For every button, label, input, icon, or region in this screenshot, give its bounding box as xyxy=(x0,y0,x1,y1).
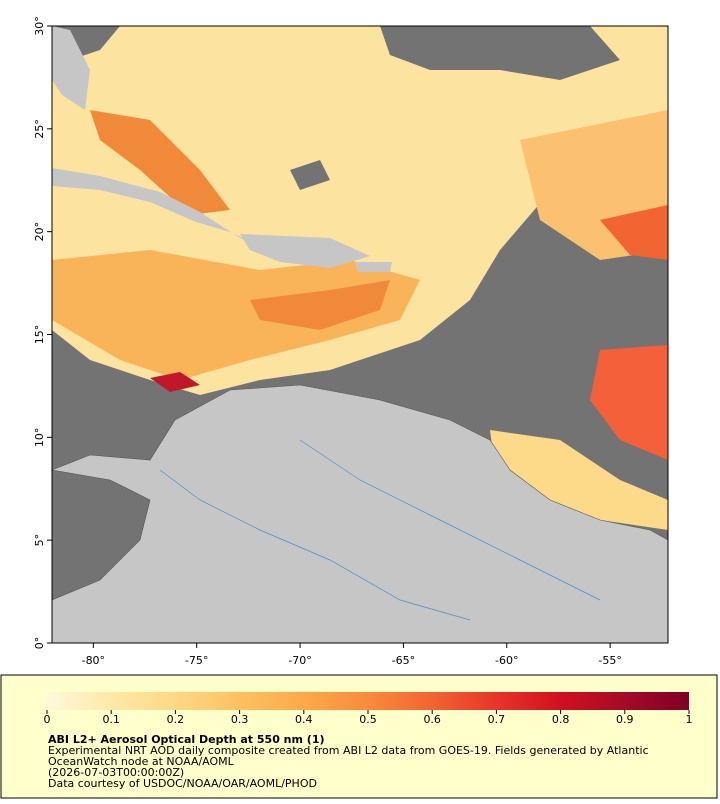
y-tick-label: 20° xyxy=(33,222,46,242)
colorbar-tick-label: 1 xyxy=(686,713,693,726)
river xyxy=(299,439,601,601)
aerosol-area xyxy=(150,372,200,392)
colorbar-tick-label: 0.1 xyxy=(102,713,120,726)
colorbar-tick-label: 0.3 xyxy=(231,713,249,726)
legend-line: Data courtesy of USDOC/NOAA/OAR/AOML/PHO… xyxy=(48,777,317,790)
land xyxy=(52,168,255,244)
colorbar-tick-label: 0 xyxy=(44,713,51,726)
y-tick-label: 0° xyxy=(33,637,46,650)
colorbar-tick-label: 0.6 xyxy=(423,713,441,726)
cloud-area xyxy=(380,26,620,80)
aerosol-area xyxy=(52,250,420,380)
legend-line: (2026-07-03T00:00:00Z) xyxy=(48,766,184,779)
land xyxy=(52,26,90,110)
colorbar-tick-label: 0.2 xyxy=(167,713,185,726)
land xyxy=(50,384,669,644)
legend-line: OceanWatch node at NOAA/AOML xyxy=(48,755,235,768)
river xyxy=(159,469,471,621)
colorbar-tick-label: 0.4 xyxy=(295,713,313,726)
colorbar-tick-label: 0.8 xyxy=(552,713,570,726)
colorbar-tick-label: 0.5 xyxy=(359,713,377,726)
y-tick-label: 10° xyxy=(33,428,46,448)
aerosol-area xyxy=(600,205,668,260)
map xyxy=(50,25,669,644)
legend-title: ABI L2+ Aerosol Optical Depth at 550 nm … xyxy=(48,733,325,746)
x-tick-label: -60° xyxy=(495,654,518,667)
y-tick-label: 5° xyxy=(33,534,46,547)
land xyxy=(240,234,370,268)
colorbar-scale xyxy=(47,692,689,710)
colorbar: 0 0.1 0.2 0.3 0.4 0.5 0.6 0.7 0.8 0.9 1 xyxy=(44,692,693,726)
land xyxy=(355,262,392,272)
y-tick-label: 15° xyxy=(33,325,46,345)
aerosol-area xyxy=(90,110,230,215)
x-tick-label: -75° xyxy=(185,654,208,667)
x-tick-label: -70° xyxy=(288,654,311,667)
aerosol-area xyxy=(250,280,390,330)
cloud-area xyxy=(290,160,330,190)
x-tick-label: -80° xyxy=(82,654,105,667)
x-tick-label: -65° xyxy=(392,654,415,667)
colorbar-tick-label: 0.7 xyxy=(488,713,506,726)
aerosol-area xyxy=(490,430,668,530)
y-tick-label: 25° xyxy=(33,119,46,139)
aerosol-area xyxy=(590,345,668,460)
x-tick-label: -55° xyxy=(598,654,621,667)
y-tick-label: 30° xyxy=(33,16,46,36)
legend-line: Experimental NRT AOD daily composite cre… xyxy=(48,744,649,757)
legend-box: 0 0.1 0.2 0.3 0.4 0.5 0.6 0.7 0.8 0.9 1 ABI L2+ Ae… xyxy=(0,674,718,799)
colorbar-tick-label: 0.9 xyxy=(616,713,634,726)
